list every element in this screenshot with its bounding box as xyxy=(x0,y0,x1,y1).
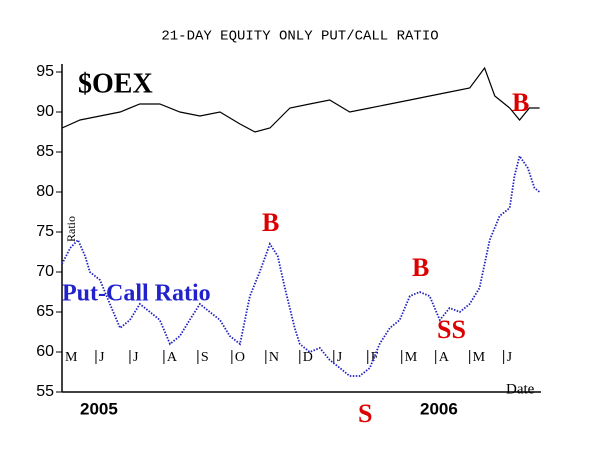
x-tick-label: S xyxy=(201,350,209,365)
series-line xyxy=(61,66,540,133)
series-line xyxy=(61,153,541,377)
y-tick-label: 65 xyxy=(36,303,54,320)
annotation: B xyxy=(262,208,279,237)
x-tick-label: J xyxy=(99,350,105,365)
y-tick-label: 55 xyxy=(36,383,54,400)
x-tick-label: A xyxy=(167,350,178,365)
x-tick-label: O xyxy=(235,350,245,365)
chart-title: 21-DAY EQUITY ONLY PUT/CALL RATIO xyxy=(161,29,438,45)
x-tick-label: J xyxy=(337,350,343,365)
annotation: SS xyxy=(437,315,466,344)
y-tick-label: 95 xyxy=(36,63,54,80)
annotation: B xyxy=(412,253,429,282)
x-tick-label: D xyxy=(303,350,313,365)
annotation: B xyxy=(512,88,529,117)
y-tick-label: 70 xyxy=(36,263,54,280)
y-tick-label: 75 xyxy=(36,223,54,240)
annotation: Ratio xyxy=(64,216,78,242)
y-tick-label: 85 xyxy=(36,143,54,160)
x-axis-label: Date xyxy=(506,381,535,397)
x-tick-label: J xyxy=(507,350,513,365)
x-tick-label: M xyxy=(473,350,486,365)
y-tick-label: 60 xyxy=(36,343,54,360)
x-tick-label: M xyxy=(405,350,418,365)
annotation: S xyxy=(358,399,372,428)
x-tick-label: M xyxy=(65,350,78,365)
annotation: $OEX xyxy=(78,68,153,99)
annotation: Put-Call Ratio xyxy=(62,281,211,307)
year-label: 2005 xyxy=(80,399,118,418)
y-tick-label: 80 xyxy=(36,183,54,200)
year-label: 2006 xyxy=(420,399,458,418)
x-tick-label: J xyxy=(133,350,139,365)
x-tick-label: N xyxy=(269,350,279,365)
y-tick-label: 90 xyxy=(36,103,54,120)
x-tick-label: A xyxy=(439,350,450,365)
